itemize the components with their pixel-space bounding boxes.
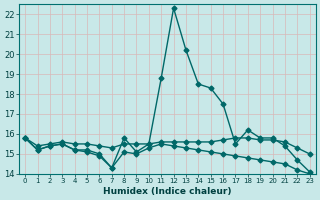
X-axis label: Humidex (Indice chaleur): Humidex (Indice chaleur) — [103, 187, 232, 196]
